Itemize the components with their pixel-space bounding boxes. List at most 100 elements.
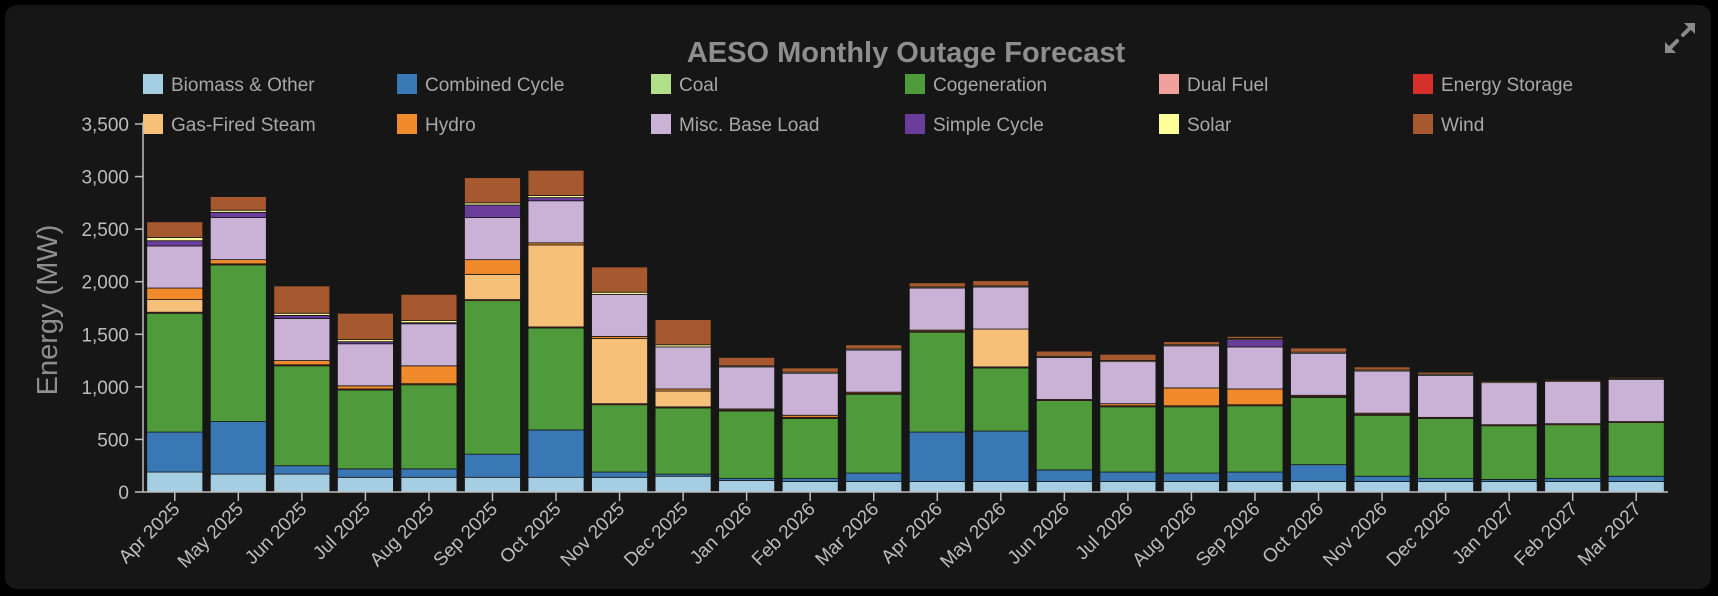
bar-segment[interactable]: Combined Cycle: 500 [209,421,267,475]
bar-segment[interactable]: Cogeneration: 630 [1163,406,1220,474]
bar-segment[interactable]: Simple Cycle: 120 [464,204,521,218]
legend-item[interactable]: Cogeneration [905,74,1047,96]
bar-segment[interactable]: Hydro: 30 [336,385,394,390]
bar-segment[interactable]: Hydro: 40 [273,360,331,366]
legend-item[interactable]: Combined Cycle [397,74,564,96]
bar-stack[interactable]: Biomass & Other: 170Combined Cycle: 80Co… [273,285,331,493]
bar-segment[interactable]: Cogeneration: 1130 [146,312,204,433]
bar-stack[interactable]: Biomass & Other: 190Combined Cycle: 380C… [146,221,204,493]
bar-segment[interactable]: Cogeneration: 570 [1417,417,1474,479]
bar-segment[interactable]: Wind: 40 [908,282,966,288]
bar-segment[interactable]: Combined Cycle: 90 [1099,471,1157,482]
bar-segment[interactable]: Biomass & Other: 170 [273,473,331,493]
bar-segment[interactable]: Biomass & Other: 110 [718,480,776,493]
bar-segment[interactable]: Cogeneration: 620 [1099,406,1157,473]
bar-segment[interactable]: Combined Cycle: 80 [273,465,331,475]
bar-segment[interactable]: Misc. Base Load: 400 [464,217,521,261]
bar-segment[interactable]: Biomass & Other: 100 [908,481,966,493]
bar-segment[interactable]: Cogeneration: 510 [1544,424,1602,479]
bar-segment[interactable]: Combined Cycle: 80 [845,472,903,482]
bar-segment[interactable]: Combined Cycle: 30 [1417,477,1474,482]
bar-segment[interactable]: Misc. Base Load: 400 [209,217,267,261]
bar-segment[interactable]: Cogeneration: 640 [591,404,648,473]
bar-segment[interactable]: Wind: 10 [1480,380,1538,382]
bar-segment[interactable]: Gas-Fired Steam: 150 [654,390,712,408]
bar-stack[interactable]: Biomass & Other: 140Combined Cycle: 80Co… [336,312,394,493]
legend-item[interactable]: Coal [651,74,718,96]
bar-segment[interactable]: Combined Cycle: 50 [591,471,648,478]
bar-stack[interactable]: Biomass & Other: 140Combined Cycle: 220C… [464,177,521,493]
bar-stack[interactable]: Biomass & Other: 100Combined Cycle: 30Co… [781,367,839,493]
bar-segment[interactable]: Biomass & Other: 100 [1607,481,1665,493]
bar-segment[interactable]: Wind: 260 [273,285,331,314]
legend-item[interactable]: Gas-Fired Steam [143,114,316,136]
bar-segment[interactable]: Biomass & Other: 100 [1417,481,1474,493]
bar-stack[interactable]: Biomass & Other: 140Combined Cycle: 80Co… [400,293,458,493]
bar-stack[interactable]: Biomass & Other: 100Combined Cycle: 110C… [1035,350,1093,493]
bar-segment[interactable]: Cogeneration: 950 [908,331,966,433]
bar-stack[interactable]: Biomass & Other: 100Combined Cycle: 30Co… [1417,371,1474,493]
bar-segment[interactable]: Simple Cycle: 50 [209,211,267,218]
bar-segment[interactable]: Misc. Base Load: 400 [972,286,1030,330]
bar-segment[interactable]: Wind: 10 [1544,379,1602,381]
bar-stack[interactable]: Biomass & Other: 140Combined Cycle: 50Co… [591,266,648,493]
bar-segment[interactable]: Misc. Base Load: 400 [1035,357,1093,400]
bar-segment[interactable]: Combined Cycle: 160 [1290,464,1347,482]
bar-stack[interactable]: Biomass & Other: 100Combined Cycle: 50Co… [1607,376,1665,493]
bar-segment[interactable]: Biomass & Other: 140 [464,476,521,493]
bar-segment[interactable]: Misc. Base Load: 400 [1226,346,1284,390]
bar-segment[interactable]: Cogeneration: 660 [1035,400,1093,471]
bar-segment[interactable]: Biomass & Other: 100 [781,481,839,493]
bar-segment[interactable]: Combined Cycle: 380 [146,431,204,473]
bar-segment[interactable]: Wind: 20 [1226,335,1284,339]
bar-segment[interactable]: Wind: 30 [1353,366,1411,371]
bar-segment[interactable]: Biomass & Other: 100 [1353,481,1411,493]
bar-segment[interactable]: Wind: 40 [1290,347,1347,353]
bar-segment[interactable]: Misc. Base Load: 400 [1480,382,1538,426]
bar-segment[interactable]: Biomass & Other: 190 [146,471,204,493]
bar-segment[interactable]: Biomass & Other: 100 [972,481,1030,493]
bar-stack[interactable]: Biomass & Other: 110Combined Cycle: 20Co… [718,357,776,493]
bar-segment[interactable]: Simple Cycle: 50 [146,240,204,247]
bar-segment[interactable]: Cogeneration: 640 [1290,396,1347,466]
bar-segment[interactable]: Misc. Base Load: 400 [781,372,839,416]
bar-segment[interactable]: Combined Cycle: 450 [527,429,585,478]
bar-segment[interactable]: Combined Cycle: 30 [781,477,839,482]
bar-segment[interactable]: Misc. Base Load: 400 [527,200,585,244]
bar-segment[interactable]: Combined Cycle: 110 [1035,469,1093,482]
bar-segment[interactable]: Hydro: 140 [464,259,521,275]
bar-stack[interactable]: Biomass & Other: 100Combined Cycle: 160C… [1290,347,1347,493]
bar-stack[interactable]: Biomass & Other: 100Combined Cycle: 90Co… [1099,353,1157,493]
bar-segment[interactable]: Simple Cycle: 30 [527,197,585,202]
bar-segment[interactable]: Combined Cycle: 90 [1226,471,1284,482]
legend-item[interactable]: Biomass & Other [143,74,315,96]
expand-icon[interactable] [1662,20,1698,56]
bar-segment[interactable]: Combined Cycle: 470 [908,431,966,482]
bar-segment[interactable]: Hydro: 40 [209,259,267,265]
bar-segment[interactable]: Combined Cycle: 80 [1163,472,1220,482]
bar-segment[interactable]: Biomass & Other: 140 [527,476,585,493]
bar-segment[interactable]: Hydro: 110 [146,287,204,300]
bar-segment[interactable]: Misc. Base Load: 400 [146,245,204,289]
bar-segment[interactable]: Cogeneration: 640 [718,410,776,479]
bar-segment[interactable]: Misc. Base Load: 400 [400,323,458,367]
bar-segment[interactable]: Wind: 20 [1417,371,1474,375]
bar-segment[interactable]: Misc. Base Load: 400 [1607,379,1665,422]
bar-stack[interactable]: Biomass & Other: 100Combined Cycle: 90Co… [1226,335,1284,493]
bar-segment[interactable]: Misc. Base Load: 400 [1544,381,1602,425]
bar-stack[interactable]: Biomass & Other: 100Combined Cycle: 470C… [908,282,966,493]
bar-stack[interactable]: Biomass & Other: 150Combined Cycle: 20Co… [654,319,712,493]
bar-segment[interactable]: Wind: 30 [1163,341,1220,346]
legend-item[interactable]: Simple Cycle [905,114,1044,136]
bar-segment[interactable]: Gas-Fired Steam: 780 [527,244,585,328]
bar-stack[interactable]: Biomass & Other: 100Combined Cycle: 480C… [972,280,1030,493]
bar-stack[interactable]: Biomass & Other: 100Combined Cycle: 80Co… [1163,341,1220,493]
bar-segment[interactable]: Gas-Fired Steam: 240 [464,273,521,300]
bar-segment[interactable]: Biomass & Other: 100 [1544,481,1602,493]
bar-segment[interactable]: Biomass & Other: 100 [1099,481,1157,493]
bar-segment[interactable]: Misc. Base Load: 400 [908,287,966,331]
bar-segment[interactable]: Misc. Base Load: 400 [591,293,648,337]
bar-stack[interactable]: Biomass & Other: 170Combined Cycle: 500C… [209,196,267,493]
bar-segment[interactable]: Wind: 250 [336,312,394,340]
legend-item[interactable]: Misc. Base Load [651,114,819,136]
